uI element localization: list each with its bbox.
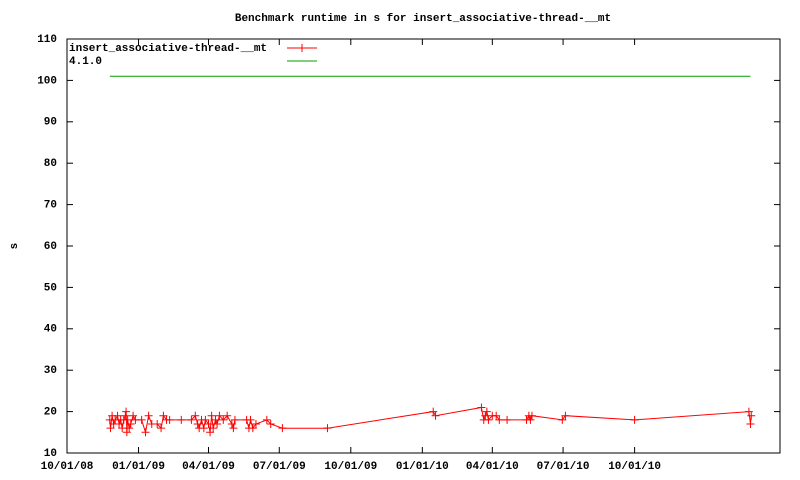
x-tick-label: 10/01/09 <box>324 461 377 473</box>
point-marker <box>213 420 222 429</box>
legend-marker <box>298 44 306 52</box>
x-tick-label: 04/01/09 <box>182 461 235 473</box>
y-tick-label: 60 <box>44 241 57 253</box>
chart-title: Benchmark runtime in s for insert_associ… <box>235 13 611 25</box>
y-axis-label: s <box>9 243 21 250</box>
legend-label: 4.1.0 <box>69 56 102 68</box>
point-marker <box>215 411 224 420</box>
point-marker <box>204 420 213 429</box>
point-marker <box>201 415 210 424</box>
point-marker <box>262 415 271 424</box>
point-marker <box>141 428 150 437</box>
y-tick-label: 40 <box>44 324 57 336</box>
point-marker <box>144 411 153 420</box>
plot-frame <box>66 38 781 454</box>
x-tick-label: 01/01/10 <box>396 461 449 473</box>
point-marker <box>230 415 239 424</box>
point-marker <box>630 415 639 424</box>
legend-label: insert_associative-thread-__mt <box>69 43 267 55</box>
point-marker <box>429 407 438 416</box>
point-marker <box>503 415 512 424</box>
point-marker <box>229 424 238 433</box>
point-marker <box>177 415 186 424</box>
point-marker <box>482 407 491 416</box>
point-marker <box>746 420 755 429</box>
point-marker <box>266 420 275 429</box>
point-marker <box>558 415 567 424</box>
point-marker <box>495 415 504 424</box>
y-tick-label: 10 <box>44 448 57 460</box>
x-tick-label: 07/01/10 <box>537 461 590 473</box>
y-tick-label: 100 <box>37 75 57 87</box>
point-marker <box>747 411 756 420</box>
point-marker <box>223 411 232 420</box>
y-tick-label: 110 <box>37 34 57 46</box>
point-marker <box>122 428 131 437</box>
point-marker <box>113 411 122 420</box>
point-marker <box>159 411 168 420</box>
point-marker <box>153 420 162 429</box>
point-marker <box>561 411 570 420</box>
point-marker <box>129 411 138 420</box>
point-marker <box>191 411 200 420</box>
point-marker <box>125 424 134 433</box>
point-marker <box>106 424 115 433</box>
y-tick-label: 30 <box>44 365 57 377</box>
x-tick-label: 10/01/10 <box>608 461 661 473</box>
y-tick-label: 70 <box>44 200 57 212</box>
point-marker <box>206 428 215 437</box>
x-tick-label: 04/01/10 <box>466 461 519 473</box>
point-marker <box>165 415 174 424</box>
point-marker <box>193 420 202 429</box>
point-marker <box>219 415 228 424</box>
point-marker <box>126 420 135 429</box>
point-marker <box>526 415 535 424</box>
x-tick-label: 10/01/08 <box>41 461 94 473</box>
point-marker <box>431 411 440 420</box>
point-marker <box>209 424 218 433</box>
point-marker <box>199 424 208 433</box>
point-marker <box>248 424 257 433</box>
point-marker <box>207 411 216 420</box>
point-marker <box>118 424 127 433</box>
point-marker <box>744 407 753 416</box>
point-marker <box>481 411 490 420</box>
point-marker <box>278 424 287 433</box>
y-tick-label: 80 <box>44 158 57 170</box>
x-tick-label: 01/01/09 <box>112 461 165 473</box>
point-marker <box>122 407 131 416</box>
y-tick-label: 90 <box>44 117 57 129</box>
point-marker <box>123 415 132 424</box>
point-marker <box>115 420 124 429</box>
point-marker <box>246 415 255 424</box>
x-tick-label: 07/01/09 <box>253 461 306 473</box>
point-marker <box>157 424 166 433</box>
point-marker <box>227 420 236 429</box>
point-marker <box>121 411 130 420</box>
point-marker <box>211 415 220 424</box>
y-tick-label: 50 <box>44 282 57 294</box>
y-tick-label: 20 <box>44 407 57 419</box>
point-marker <box>492 411 501 420</box>
point-marker <box>251 420 260 429</box>
point-marker <box>187 415 196 424</box>
point-marker <box>527 411 536 420</box>
point-marker <box>477 403 486 412</box>
point-marker <box>484 415 493 424</box>
point-marker <box>323 424 332 433</box>
point-marker <box>137 415 146 424</box>
